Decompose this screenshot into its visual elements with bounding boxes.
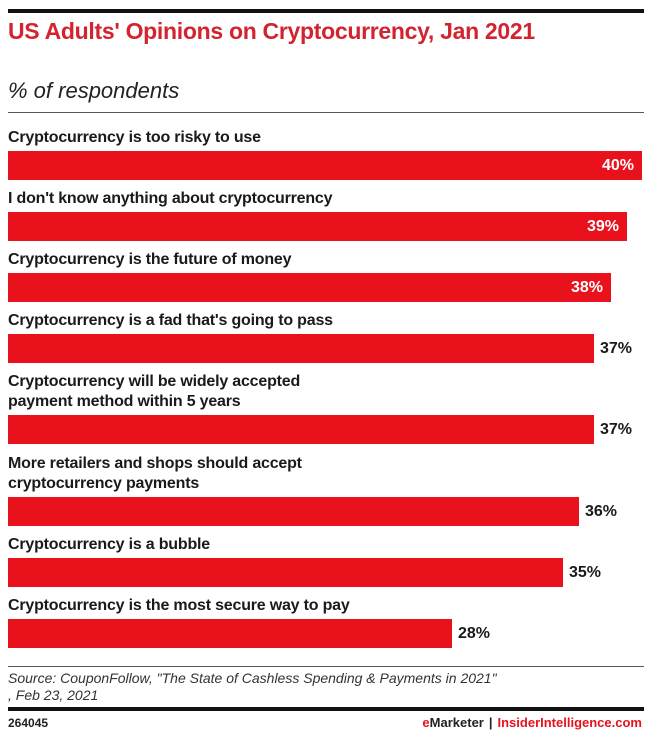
source-note: Source: CouponFollow, "The State of Cash…: [8, 670, 497, 704]
bar: 39%: [8, 212, 627, 241]
bar: 40%: [8, 151, 642, 180]
bar: [8, 334, 594, 363]
source-divider: [8, 666, 644, 667]
header-divider: [8, 112, 644, 113]
footer-rule: [8, 707, 644, 711]
bar-label: Cryptocurrency will be widely accepted p…: [8, 373, 301, 410]
bar-label: Cryptocurrency is a fad that's going to …: [8, 312, 333, 329]
bar-value: 38%: [570, 279, 603, 296]
bar: [8, 619, 452, 648]
bar: [8, 497, 579, 526]
bar: [8, 558, 563, 587]
bar-label: Cryptocurrency is too risky to use: [8, 129, 261, 146]
bar: [8, 415, 594, 444]
brand-footer: eMarketer | InsiderIntelligence.com: [422, 715, 642, 730]
bar-label: More retailers and shops should accept c…: [8, 455, 302, 492]
brand-e: e: [422, 715, 430, 730]
source-date: , Feb 23, 2021: [8, 687, 99, 703]
source-text: Source: CouponFollow, "The State of Cash…: [8, 670, 497, 686]
bar-value: 37%: [600, 340, 633, 357]
brand-insiderintelligence: InsiderIntelligence.com: [497, 715, 643, 730]
brand-separator: |: [488, 715, 493, 730]
brand-emarketer: Marketer: [429, 715, 484, 730]
bar-value: 37%: [600, 421, 633, 438]
bar-label: Cryptocurrency is the most secure way to…: [8, 597, 350, 614]
chart-title: US Adults' Opinions on Cryptocurrency, J…: [8, 18, 535, 44]
bar-label: I don't know anything about cryptocurren…: [8, 190, 333, 207]
bar-label: Cryptocurrency is a bubble: [8, 536, 210, 553]
bar: 38%: [8, 273, 611, 302]
bar-value: 40%: [601, 157, 634, 174]
bar-value: 36%: [585, 503, 618, 520]
chart-subtitle: % of respondents: [8, 78, 180, 103]
bar-label: Cryptocurrency is the future of money: [8, 251, 292, 268]
bar-value: 35%: [569, 564, 602, 581]
chart-id: 264045: [8, 716, 49, 730]
top-rule: [8, 9, 644, 13]
bar-value: 28%: [458, 625, 491, 642]
bar-value: 39%: [586, 218, 619, 235]
